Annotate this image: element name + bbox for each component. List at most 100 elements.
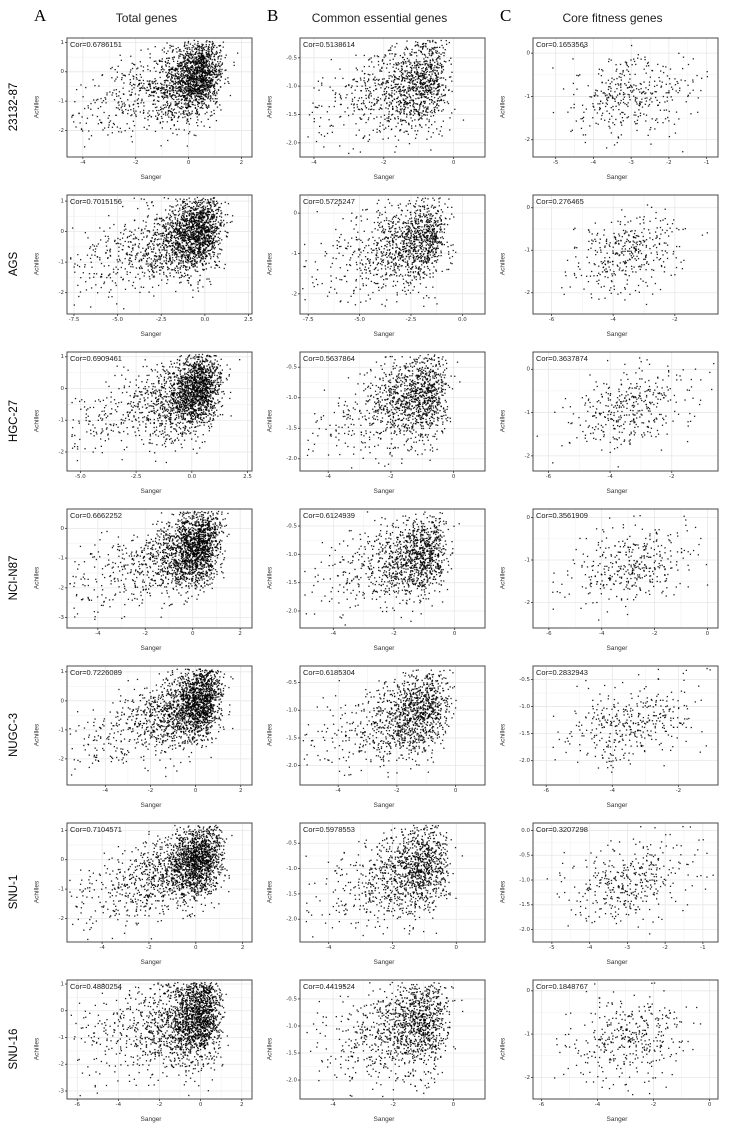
correlation-label: Cor=0.7226089	[70, 668, 122, 677]
figure-row-snu-16: SNU-16 Achilles Cor=0.4880254 Sanger Ach…	[2, 974, 731, 1124]
figure-row-23132-87: 23132-87 Achilles Cor=0.6786151 Sanger A…	[2, 32, 731, 182]
y-axis-label: Achilles	[499, 409, 507, 433]
scatter-panel: Achilles Cor=0.7015156 Sanger	[34, 189, 259, 339]
panel-letter-a: A	[34, 6, 47, 25]
row-label-cell: SNU-1	[2, 817, 26, 967]
correlation-label: Cor=0.5138614	[303, 40, 355, 49]
correlation-label: Cor=0.276465	[536, 197, 584, 206]
scatter-plot	[46, 819, 256, 955]
y-axis-label: Achilles	[33, 723, 41, 747]
figure-row-ags: AGS Achilles Cor=0.7015156 Sanger Achill…	[2, 189, 731, 339]
column-header-total-genes: A Total genes	[34, 6, 259, 30]
correlation-label: Cor=0.3561909	[536, 511, 588, 520]
x-axis-label: Sanger	[606, 488, 628, 495]
x-axis-label: Sanger	[373, 174, 395, 181]
y-axis-label: Achilles	[33, 252, 41, 276]
scatter-panel: Achilles Cor=0.6909461 Sanger	[34, 346, 259, 496]
correlation-label: Cor=0.5978553	[303, 825, 355, 834]
header-spacer	[2, 6, 26, 30]
y-axis-label: Achilles	[266, 409, 274, 433]
scatter-plot	[279, 191, 489, 327]
scatter-panel: Achilles Cor=0.276465 Sanger	[500, 189, 725, 339]
figure-row-nci-n87: NCI-N87 Achilles Cor=0.6662252 Sanger Ac…	[2, 503, 731, 653]
row-label-cell: NCI-N87	[2, 503, 26, 653]
y-axis-label: Achilles	[499, 880, 507, 904]
row-label-cell: HGC-27	[2, 346, 26, 496]
scatter-panel: Achilles Cor=0.6786151 Sanger	[34, 32, 259, 182]
scatter-plot	[512, 348, 722, 484]
column-title: Total genes	[115, 11, 178, 25]
scatter-panel: Achilles Cor=0.7226089 Sanger	[34, 660, 259, 810]
scatter-plot	[279, 976, 489, 1112]
scatter-plot	[46, 34, 256, 170]
row-label: 23132-87	[8, 82, 20, 132]
scatter-panel: Achilles Cor=0.7104571 Sanger	[34, 817, 259, 967]
row-label-cell: AGS	[2, 189, 26, 339]
scatter-plot	[46, 191, 256, 327]
scatter-plot	[279, 505, 489, 641]
y-axis-label: Achilles	[33, 1037, 41, 1061]
x-axis-label: Sanger	[140, 645, 162, 652]
scatter-panel: Achilles Cor=0.1848767 Sanger	[500, 974, 725, 1124]
correlation-label: Cor=0.6662252	[70, 511, 122, 520]
row-label-cell: NUGC-3	[2, 660, 26, 810]
scatter-plot	[46, 662, 256, 798]
y-axis-label: Achilles	[266, 880, 274, 904]
x-axis-label: Sanger	[140, 802, 162, 809]
x-axis-label: Sanger	[140, 959, 162, 966]
correlation-label: Cor=0.1848767	[536, 982, 588, 991]
y-axis-label: Achilles	[499, 95, 507, 119]
y-axis-label: Achilles	[266, 1037, 274, 1061]
correlation-label: Cor=0.4880254	[70, 982, 122, 991]
scatter-plot	[512, 505, 722, 641]
row-label: NCI-N87	[8, 555, 20, 601]
scatter-panel: Achilles Cor=0.1653563 Sanger	[500, 32, 725, 182]
figure-row-hgc-27: HGC-27 Achilles Cor=0.6909461 Sanger Ach…	[2, 346, 731, 496]
row-label: SNU-16	[8, 1028, 20, 1070]
correlation-label: Cor=0.7104571	[70, 825, 122, 834]
x-axis-label: Sanger	[606, 959, 628, 966]
scatter-plot	[46, 976, 256, 1112]
x-axis-label: Sanger	[373, 802, 395, 809]
correlation-label: Cor=0.3637874	[536, 354, 588, 363]
correlation-label: Cor=0.2832943	[536, 668, 588, 677]
y-axis-label: Achilles	[33, 95, 41, 119]
figure-row-nugc-3: NUGC-3 Achilles Cor=0.7226089 Sanger Ach…	[2, 660, 731, 810]
scatter-plot	[279, 819, 489, 955]
y-axis-label: Achilles	[33, 880, 41, 904]
row-label: HGC-27	[8, 399, 20, 443]
correlation-label: Cor=0.7015156	[70, 197, 122, 206]
y-axis-label: Achilles	[499, 1037, 507, 1061]
x-axis-label: Sanger	[606, 1116, 628, 1123]
row-label: SNU-1	[8, 874, 20, 910]
scatter-plot	[512, 34, 722, 170]
column-title: Common essential genes	[311, 11, 448, 25]
y-axis-label: Achilles	[266, 95, 274, 119]
x-axis-label: Sanger	[373, 959, 395, 966]
scatter-panel: Achilles Cor=0.2832943 Sanger	[500, 660, 725, 810]
correlation-label: Cor=0.3207298	[536, 825, 588, 834]
row-label: AGS	[8, 251, 20, 277]
panel-letter-b: B	[267, 6, 279, 25]
x-axis-label: Sanger	[373, 488, 395, 495]
column-title: Core fitness genes	[562, 11, 663, 25]
scatter-panel: Achilles Cor=0.5637864 Sanger	[267, 346, 492, 496]
scatter-panel: Achilles Cor=0.3207298 Sanger	[500, 817, 725, 967]
scatter-panel: Achilles Cor=0.6185304 Sanger	[267, 660, 492, 810]
x-axis-label: Sanger	[140, 1116, 162, 1123]
correlation-label: Cor=0.5725247	[303, 197, 355, 206]
scatter-plot	[279, 348, 489, 484]
y-axis-label: Achilles	[499, 566, 507, 590]
scatter-panel: Achilles Cor=0.4419524 Sanger	[267, 974, 492, 1124]
scatter-plot	[279, 34, 489, 170]
column-header-core-fitness-genes: C Core fitness genes	[500, 6, 725, 30]
row-label: NUGC-3	[8, 712, 20, 758]
x-axis-label: Sanger	[373, 331, 395, 338]
scatter-panel: Achilles Cor=0.5978553 Sanger	[267, 817, 492, 967]
scatter-plot	[279, 662, 489, 798]
row-label-cell: SNU-16	[2, 974, 26, 1124]
correlation-label: Cor=0.1653563	[536, 40, 588, 49]
scatter-plot	[512, 819, 722, 955]
column-header-common-essential-genes: B Common essential genes	[267, 6, 492, 30]
